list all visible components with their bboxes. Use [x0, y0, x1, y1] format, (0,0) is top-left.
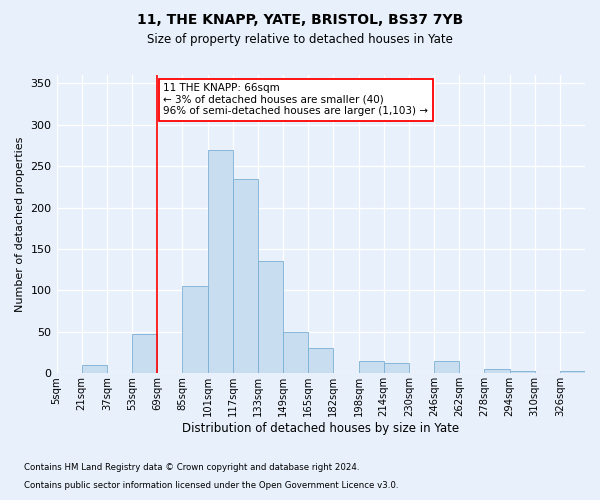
Text: 11 THE KNAPP: 66sqm
← 3% of detached houses are smaller (40)
96% of semi-detache: 11 THE KNAPP: 66sqm ← 3% of detached hou…: [163, 84, 428, 116]
Bar: [308, 348, 334, 374]
Y-axis label: Number of detached properties: Number of detached properties: [15, 136, 25, 312]
Text: Size of property relative to detached houses in Yate: Size of property relative to detached ho…: [147, 32, 453, 46]
Bar: [484, 369, 509, 374]
Bar: [359, 361, 383, 374]
Bar: [132, 334, 157, 374]
X-axis label: Distribution of detached houses by size in Yate: Distribution of detached houses by size …: [182, 422, 460, 435]
Bar: [383, 364, 409, 374]
Bar: [182, 286, 208, 374]
Bar: [208, 150, 233, 374]
Bar: [233, 178, 258, 374]
Bar: [434, 361, 459, 374]
Text: Contains public sector information licensed under the Open Government Licence v3: Contains public sector information licen…: [24, 481, 398, 490]
Bar: [509, 371, 535, 374]
Text: Contains HM Land Registry data © Crown copyright and database right 2024.: Contains HM Land Registry data © Crown c…: [24, 464, 359, 472]
Text: 11, THE KNAPP, YATE, BRISTOL, BS37 7YB: 11, THE KNAPP, YATE, BRISTOL, BS37 7YB: [137, 12, 463, 26]
Bar: [258, 262, 283, 374]
Bar: [82, 365, 107, 374]
Bar: [560, 371, 585, 374]
Bar: [283, 332, 308, 374]
